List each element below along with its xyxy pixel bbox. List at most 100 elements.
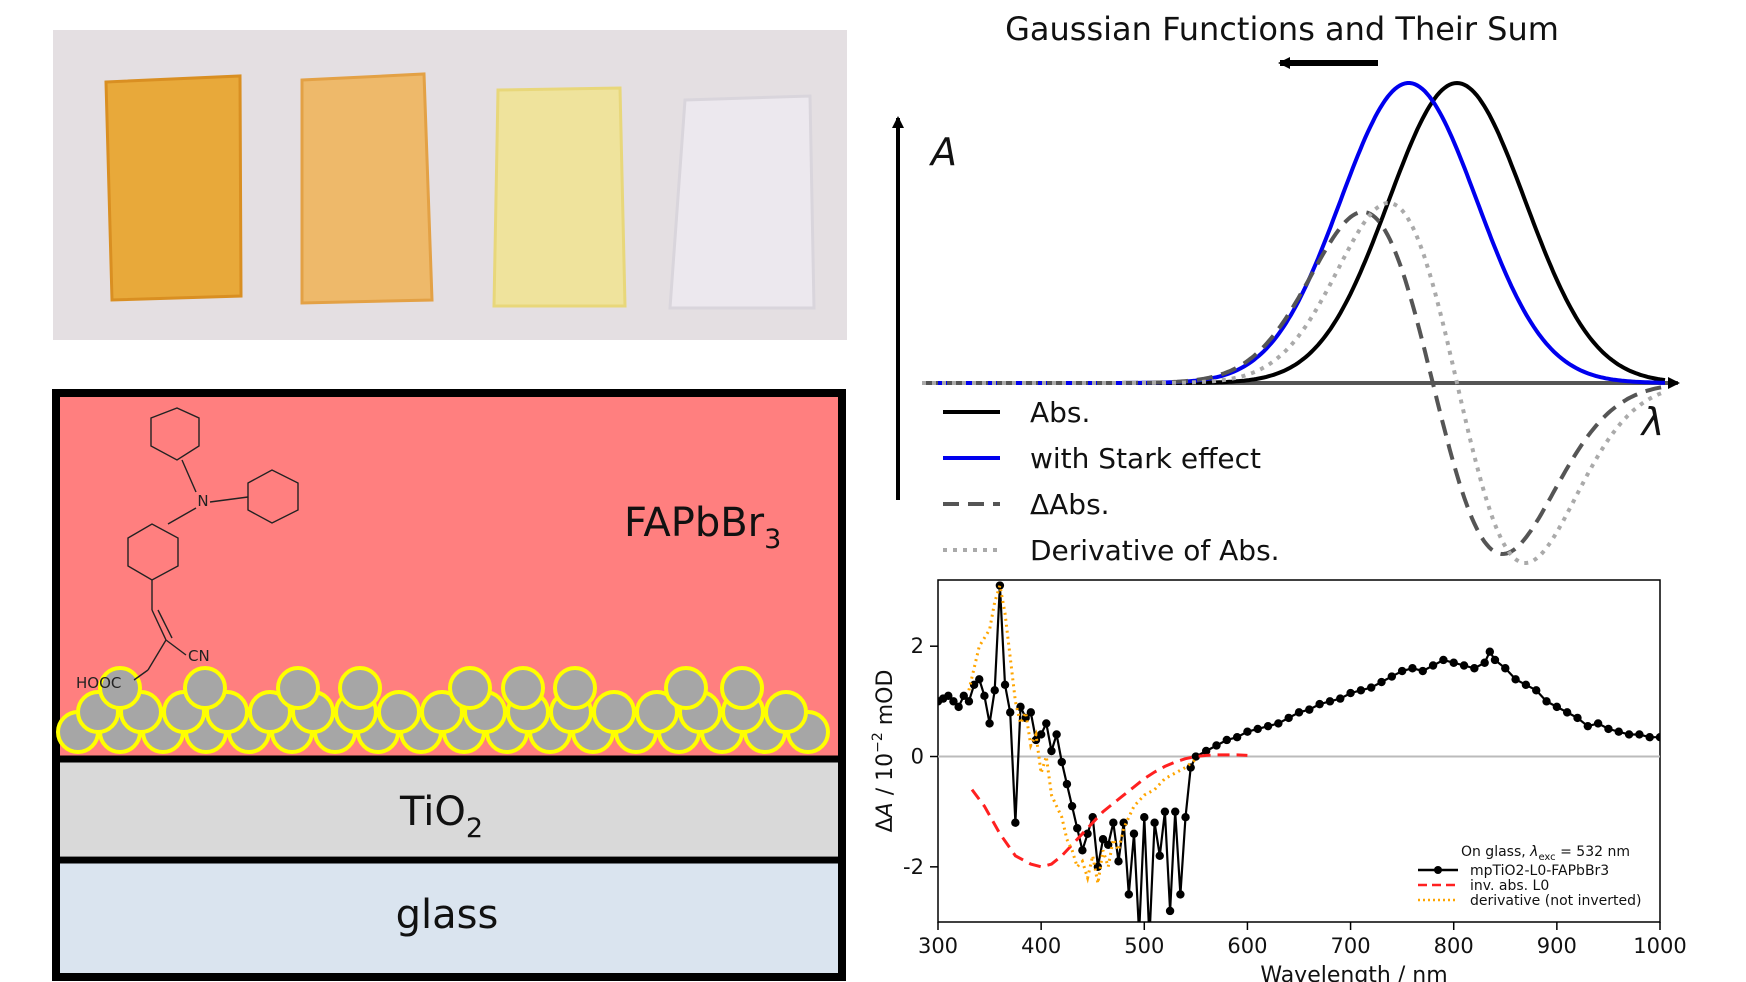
chart-title: Gaussian Functions and Their Sum bbox=[1005, 10, 1559, 48]
data-point bbox=[1062, 779, 1072, 789]
data-point bbox=[1521, 680, 1531, 690]
x-tick-label: 1000 bbox=[1633, 934, 1686, 958]
data-point bbox=[1562, 708, 1572, 717]
x-tick-label: 900 bbox=[1537, 934, 1577, 958]
data-point bbox=[1160, 807, 1170, 816]
data-point bbox=[1294, 708, 1304, 717]
x-axis-label: λ bbox=[1640, 400, 1665, 444]
data-point bbox=[1315, 699, 1324, 709]
data-point bbox=[1428, 661, 1438, 670]
data-point bbox=[1042, 719, 1051, 728]
tio2-nanoparticle bbox=[553, 666, 597, 710]
data-point bbox=[1073, 824, 1082, 833]
y-tick-label: 2 bbox=[911, 634, 924, 658]
data-point bbox=[1573, 713, 1582, 723]
data-point bbox=[1098, 835, 1108, 844]
device-schematic: N CN HOOC FAPbBr3 TiO2 glass bbox=[52, 389, 846, 981]
glass-layer bbox=[56, 860, 842, 977]
tio2-nanoparticle bbox=[377, 690, 421, 734]
bond bbox=[209, 496, 249, 503]
data-point bbox=[1011, 818, 1020, 827]
data-point bbox=[1006, 708, 1015, 717]
data-point bbox=[1397, 666, 1407, 676]
data-point bbox=[1083, 829, 1092, 838]
data-point bbox=[1165, 906, 1175, 916]
perovskite-label: FAPbBr3 bbox=[624, 500, 781, 555]
tio2-nanoparticle bbox=[248, 690, 292, 734]
data-point bbox=[1604, 724, 1613, 734]
data-point bbox=[1655, 733, 1660, 742]
x-tick-label: 600 bbox=[1227, 934, 1267, 958]
data-point bbox=[1119, 818, 1128, 827]
data-point bbox=[1124, 890, 1134, 899]
tio2-nanoparticle bbox=[592, 690, 636, 734]
tio2-layer bbox=[56, 759, 842, 856]
data-point bbox=[1000, 680, 1010, 690]
data-point bbox=[1057, 757, 1066, 767]
data-point bbox=[1114, 857, 1123, 866]
legend-title: On glass, λexc = 532 nm bbox=[1461, 844, 1630, 863]
series-lines bbox=[938, 581, 1660, 922]
data-point bbox=[969, 680, 979, 690]
legend-label: with Stark effect bbox=[1030, 442, 1261, 475]
axis-ticks: 300 400 500 600 700 800 900 1000 2 0 -2 bbox=[903, 634, 1687, 958]
tio2-nanoparticle bbox=[501, 666, 545, 710]
phenyl-ring bbox=[127, 523, 179, 581]
film-sample bbox=[300, 72, 434, 305]
data-point bbox=[1305, 705, 1314, 714]
data-point bbox=[1490, 655, 1500, 665]
series-line bbox=[938, 585, 1660, 922]
data-point bbox=[964, 697, 974, 706]
x-tick-label: 800 bbox=[1434, 934, 1474, 958]
data-point bbox=[1155, 851, 1164, 861]
gaussian-legend: Abs. with Stark effect ΔAbs. Derivative of … bbox=[943, 396, 1280, 567]
data-point bbox=[1284, 713, 1293, 723]
data-point bbox=[1047, 746, 1056, 756]
ta-legend: On glass, λexc = 532 nm mpTiO2-L0-FAPbBr… bbox=[1418, 844, 1641, 909]
y-tick-label: -2 bbox=[903, 855, 924, 879]
data-point bbox=[1201, 746, 1211, 756]
photo-samples bbox=[104, 72, 816, 310]
data-point bbox=[1645, 733, 1654, 742]
data-point bbox=[1485, 647, 1495, 656]
data-point bbox=[944, 691, 953, 701]
data-point bbox=[985, 719, 994, 728]
bond bbox=[157, 609, 173, 639]
tio2-nanoparticle bbox=[98, 666, 142, 710]
bond bbox=[181, 459, 197, 493]
bond bbox=[147, 639, 167, 671]
data-point bbox=[975, 675, 984, 684]
data-point bbox=[1140, 812, 1149, 822]
nitrile-label: CN bbox=[188, 647, 210, 665]
dye-molecule-structure bbox=[127, 407, 299, 681]
sample-photo bbox=[53, 30, 847, 340]
data-point bbox=[1367, 683, 1376, 692]
data-point bbox=[1635, 730, 1644, 739]
data-point bbox=[1325, 697, 1335, 706]
amine-label: N bbox=[197, 492, 208, 510]
gaussian-curve bbox=[922, 201, 1666, 565]
data-point bbox=[1480, 658, 1489, 667]
glass-label: glass bbox=[396, 892, 499, 938]
data-point bbox=[1387, 672, 1397, 681]
acid-label: HOOC bbox=[76, 674, 121, 692]
data-point bbox=[1583, 721, 1593, 731]
bond bbox=[133, 669, 149, 681]
tio2-nanoparticle bbox=[338, 666, 382, 710]
x-tick-label: 700 bbox=[1331, 934, 1371, 958]
data-point bbox=[949, 697, 958, 706]
gaussian-curves bbox=[922, 80, 1666, 565]
data-point bbox=[1263, 721, 1273, 731]
tio2-nanoparticle bbox=[720, 666, 764, 710]
legend-label: ΔAbs. bbox=[1030, 488, 1110, 521]
data-point bbox=[1129, 829, 1139, 838]
tio2-nanoparticle bbox=[664, 666, 708, 710]
ta-chart: 300 400 500 600 700 800 900 1000 2 0 -2 Wavelength… bbox=[870, 579, 1687, 982]
data-point bbox=[1191, 752, 1201, 761]
data-point bbox=[1511, 675, 1520, 684]
tio2-nanoparticle bbox=[420, 690, 464, 734]
legend-label: Abs. bbox=[1030, 396, 1090, 429]
bond bbox=[151, 609, 167, 641]
data-point bbox=[1052, 730, 1061, 739]
